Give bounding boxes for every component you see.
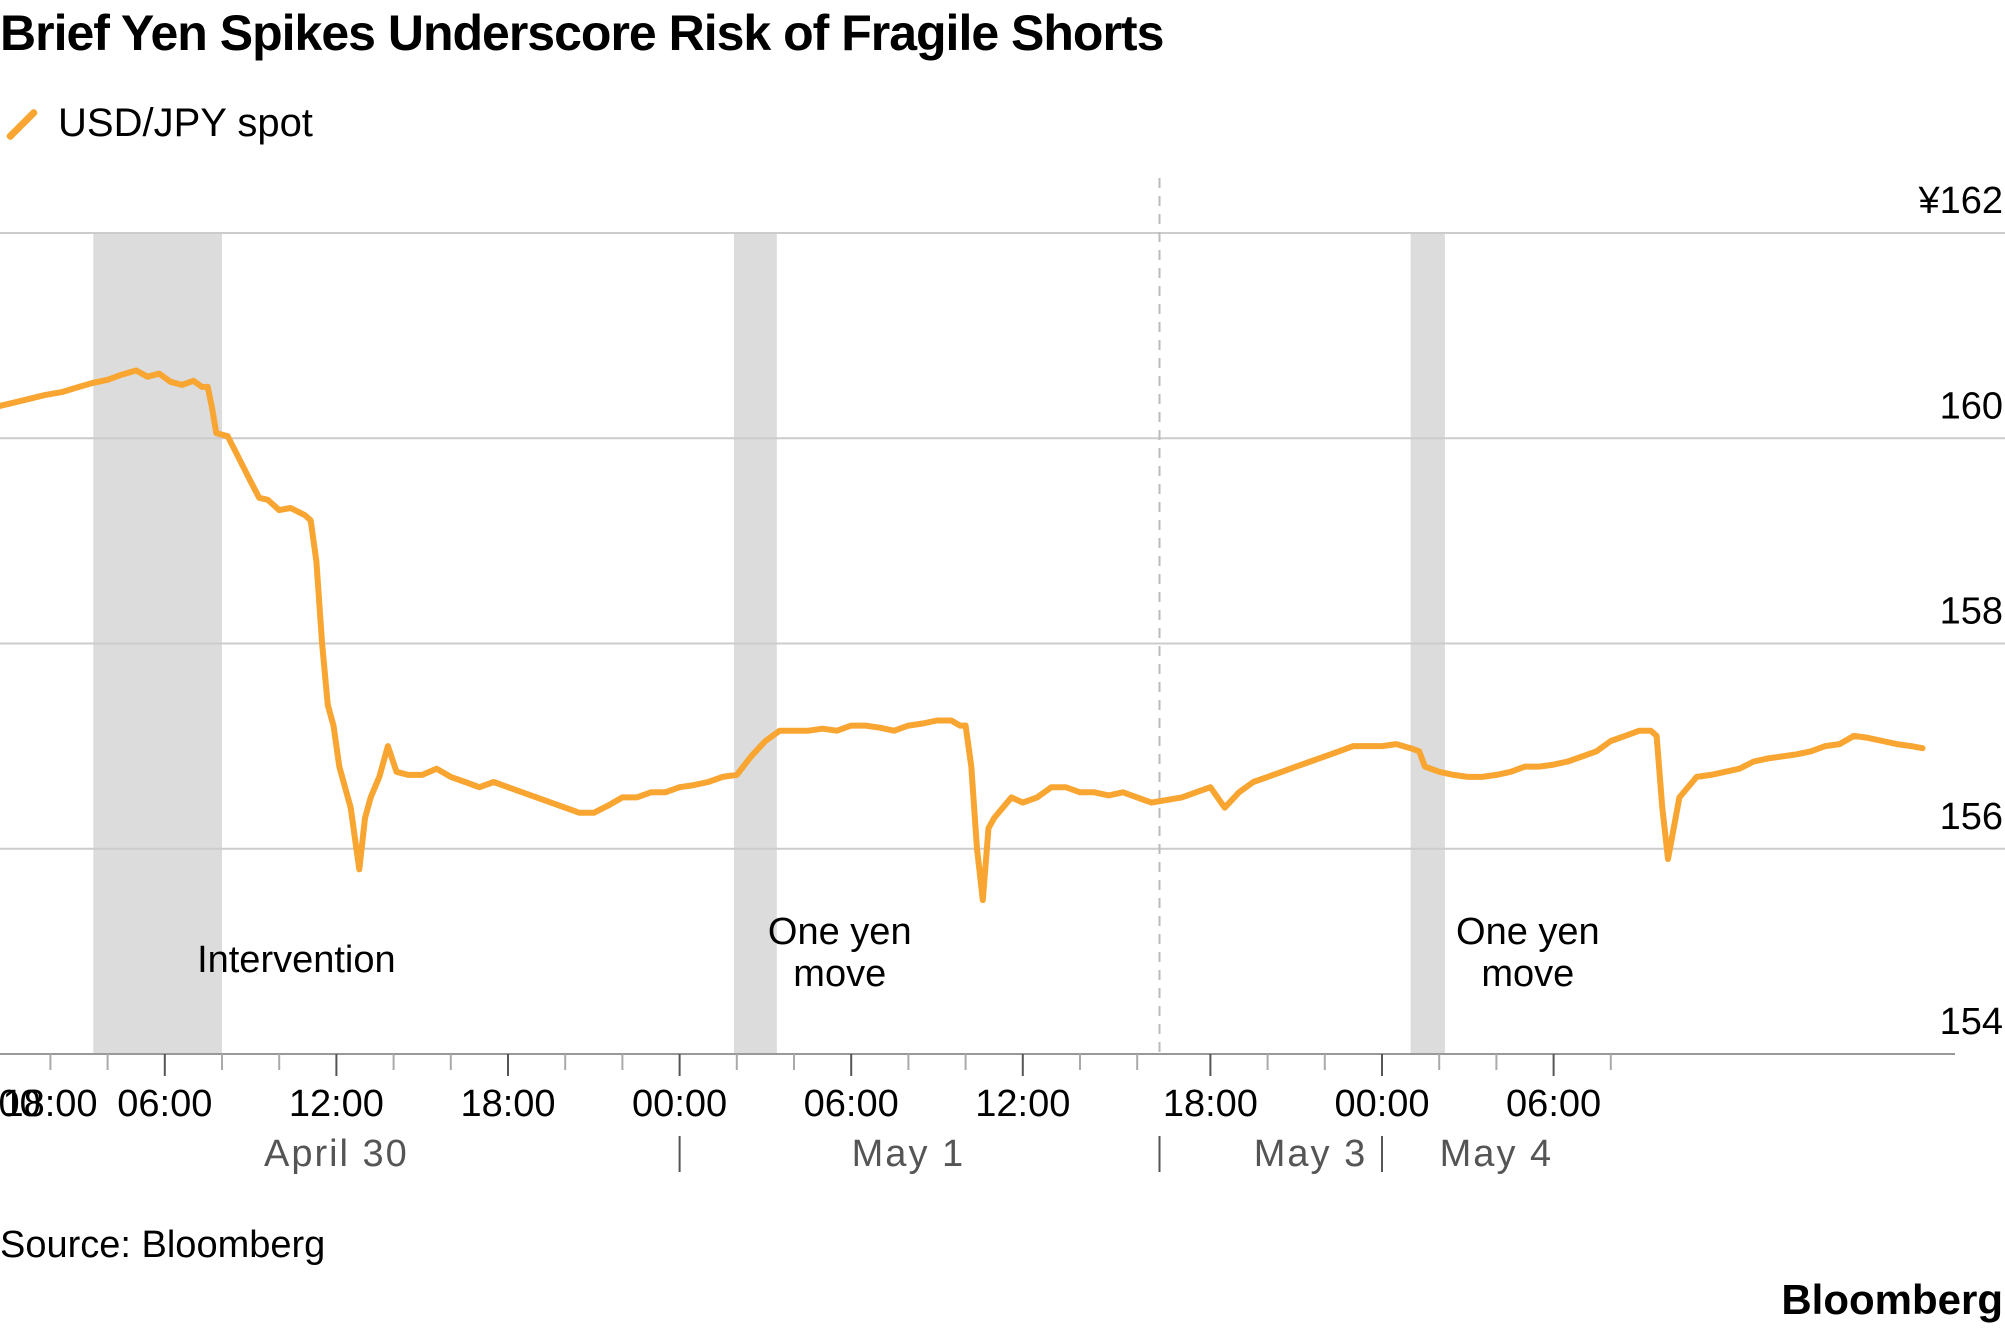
date-label: April 30 (264, 1133, 409, 1175)
annotation-3: One yen move (1456, 911, 1600, 995)
y-tick-label-156: 156 (1940, 796, 2003, 838)
x-tick-label: 12:00 (975, 1083, 1070, 1125)
annotation-2: One yen move (768, 911, 912, 995)
x-tick-label: 00:00 (1334, 1083, 1429, 1125)
y-tick-label-160: 160 (1940, 385, 2003, 427)
chart-title: Brief Yen Spikes Underscore Risk of Frag… (0, 5, 1164, 61)
x-tick-label: 06:00 (1506, 1083, 1601, 1125)
x-tick-label: 06:00 (804, 1083, 899, 1125)
date-label: May 4 (1440, 1133, 1553, 1175)
y-tick-label-154: 154 (1940, 1001, 2003, 1043)
x-tick-label: 18:00 (460, 1083, 555, 1125)
y-tick-label-162: ¥162 (1917, 180, 2003, 222)
chart-legend: USD/JPY spot (0, 98, 313, 148)
x-tick-label: 00:00 (632, 1083, 727, 1125)
x-tick-label: 18:00 (1163, 1083, 1258, 1125)
annotation-1: Intervention (197, 939, 396, 981)
x-tick-label: 06:00 (117, 1083, 212, 1125)
x-tick-label: 00:00 (0, 1083, 41, 1125)
x-axis-labels: 18:0000:0006:0012:0018:0000:0006:0012:00… (0, 1083, 1601, 1125)
legend-label: USD/JPY spot (58, 100, 313, 145)
date-label: May 3 (1254, 1133, 1367, 1175)
series-line-usdjpy (0, 367, 1926, 904)
x-tick-label: 12:00 (289, 1083, 384, 1125)
date-label: May 1 (852, 1133, 965, 1175)
annotations: Intervention One yen move One yen move (197, 911, 1600, 995)
x-tick-label: 18:00 (2, 1083, 97, 1125)
y-axis-labels: ¥162 160 158 156 154 (1917, 180, 2003, 1043)
y-tick-label-158: 158 (1940, 591, 2003, 633)
bloomberg-logo: Bloomberg (1781, 1276, 2003, 1323)
source-note: Source: Bloomberg (0, 1224, 326, 1266)
x-axis (0, 1053, 1955, 1172)
gridlines (0, 232, 2005, 850)
